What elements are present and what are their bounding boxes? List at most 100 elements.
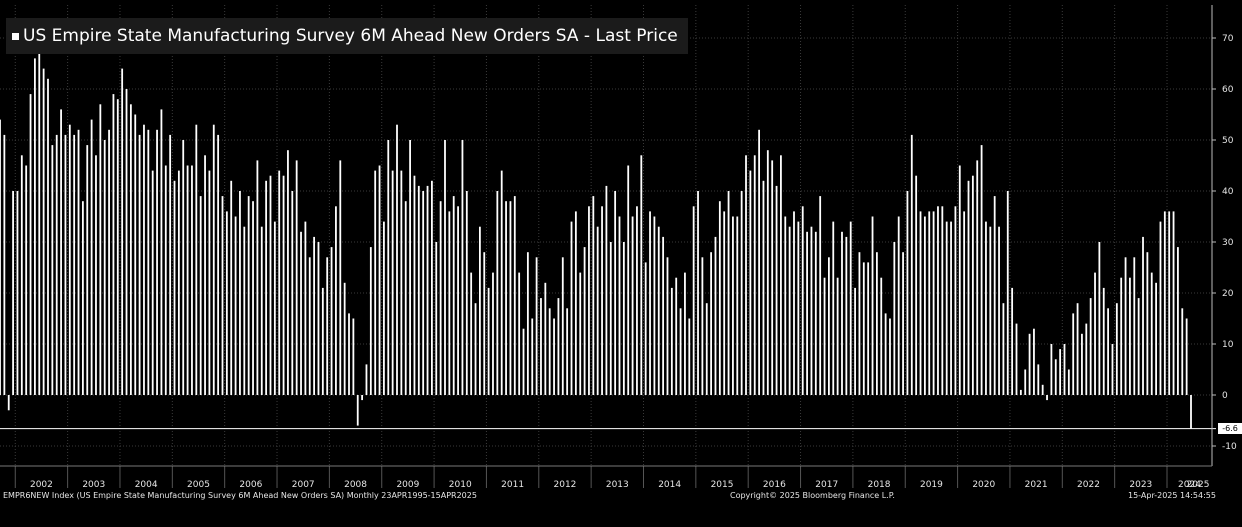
bar: [417, 185, 420, 395]
bar: [636, 206, 638, 395]
bar: [487, 287, 490, 395]
bar: [221, 196, 224, 395]
bar: [718, 201, 721, 395]
bar: [622, 242, 625, 395]
bar: [631, 216, 634, 395]
bar: [836, 277, 839, 395]
bar: [976, 160, 979, 395]
bar: [858, 252, 861, 395]
bar: [745, 155, 747, 395]
bar: [522, 328, 525, 395]
bar: [688, 318, 691, 395]
bar: [295, 160, 298, 395]
bar: [828, 257, 830, 395]
bar: [1002, 303, 1005, 395]
bar: [164, 165, 167, 395]
bar: [588, 206, 590, 395]
bar: [38, 38, 41, 395]
bar: [396, 124, 398, 395]
bar: [60, 109, 62, 396]
bar: [980, 145, 983, 395]
bar: [391, 170, 394, 395]
bar: [378, 165, 381, 395]
x-tick-label: 2011: [501, 480, 524, 490]
bar: [574, 211, 577, 395]
bar: [400, 170, 403, 395]
bar: [339, 160, 342, 395]
bar: [29, 94, 32, 395]
bar: [212, 124, 215, 395]
bar: [919, 211, 922, 395]
bar: [492, 272, 494, 395]
bar: [1129, 277, 1131, 395]
bar: [300, 231, 302, 395]
bar: [592, 196, 595, 395]
bar: [278, 170, 281, 395]
y-tick-label: -10: [1222, 442, 1237, 452]
bar: [20, 155, 23, 395]
bar: [553, 318, 555, 395]
bar: [478, 226, 481, 395]
y-tick-label: 70: [1222, 34, 1234, 44]
bar: [1150, 272, 1153, 395]
x-tick-label: 2013: [606, 480, 629, 490]
y-tick-label: 10: [1222, 340, 1234, 350]
bar: [780, 155, 782, 395]
bar: [684, 272, 686, 395]
bar: [448, 211, 451, 395]
bar: [343, 282, 346, 395]
bar: [169, 134, 172, 395]
bar: [1076, 303, 1079, 395]
bar: [797, 221, 800, 395]
bar: [557, 298, 560, 395]
bar: [413, 175, 416, 395]
x-tick-label: 2020: [972, 480, 995, 490]
bar: [670, 287, 673, 395]
bar: [535, 257, 538, 395]
bar: [177, 170, 180, 395]
bar: [121, 68, 124, 395]
bar: [34, 58, 36, 396]
bar: [618, 216, 621, 395]
bar: [649, 211, 651, 395]
bar: [500, 170, 503, 395]
bar: [749, 170, 752, 395]
bar: [950, 221, 952, 395]
bar: [998, 226, 1000, 395]
bar: [431, 180, 433, 395]
bar: [566, 308, 569, 395]
bar: [64, 134, 67, 395]
bar: [457, 206, 459, 395]
bar: [352, 318, 355, 395]
bar: [204, 155, 206, 395]
bar: [810, 226, 813, 395]
bar: [1028, 333, 1031, 395]
bar: [1146, 252, 1149, 395]
bar: [1124, 257, 1127, 395]
bar: [68, 124, 71, 395]
bar: [937, 206, 939, 395]
bar: [784, 216, 787, 395]
bar: [291, 191, 294, 395]
bar: [99, 104, 102, 396]
bar: [570, 221, 573, 395]
bar: [1102, 287, 1105, 395]
bar: [679, 308, 682, 395]
bar: [186, 165, 189, 395]
bar: [173, 180, 176, 395]
bar: [86, 145, 89, 395]
x-tick-label: 2021: [1025, 480, 1048, 490]
bar: [439, 201, 442, 395]
bar: [766, 150, 769, 395]
bar: [134, 114, 137, 395]
bar: [47, 78, 49, 396]
bar: [125, 89, 128, 395]
bar: [304, 221, 307, 395]
bar: [1190, 395, 1192, 429]
bar: [614, 191, 617, 395]
bar: [243, 226, 246, 395]
bar: [540, 298, 542, 395]
x-tick-label: 2022: [1077, 480, 1100, 490]
axes: -10 0 10 20 30 40 50 60 70 2002 2003 2004 2005 2006 20…: [0, 5, 1237, 490]
bar: [7, 395, 10, 411]
